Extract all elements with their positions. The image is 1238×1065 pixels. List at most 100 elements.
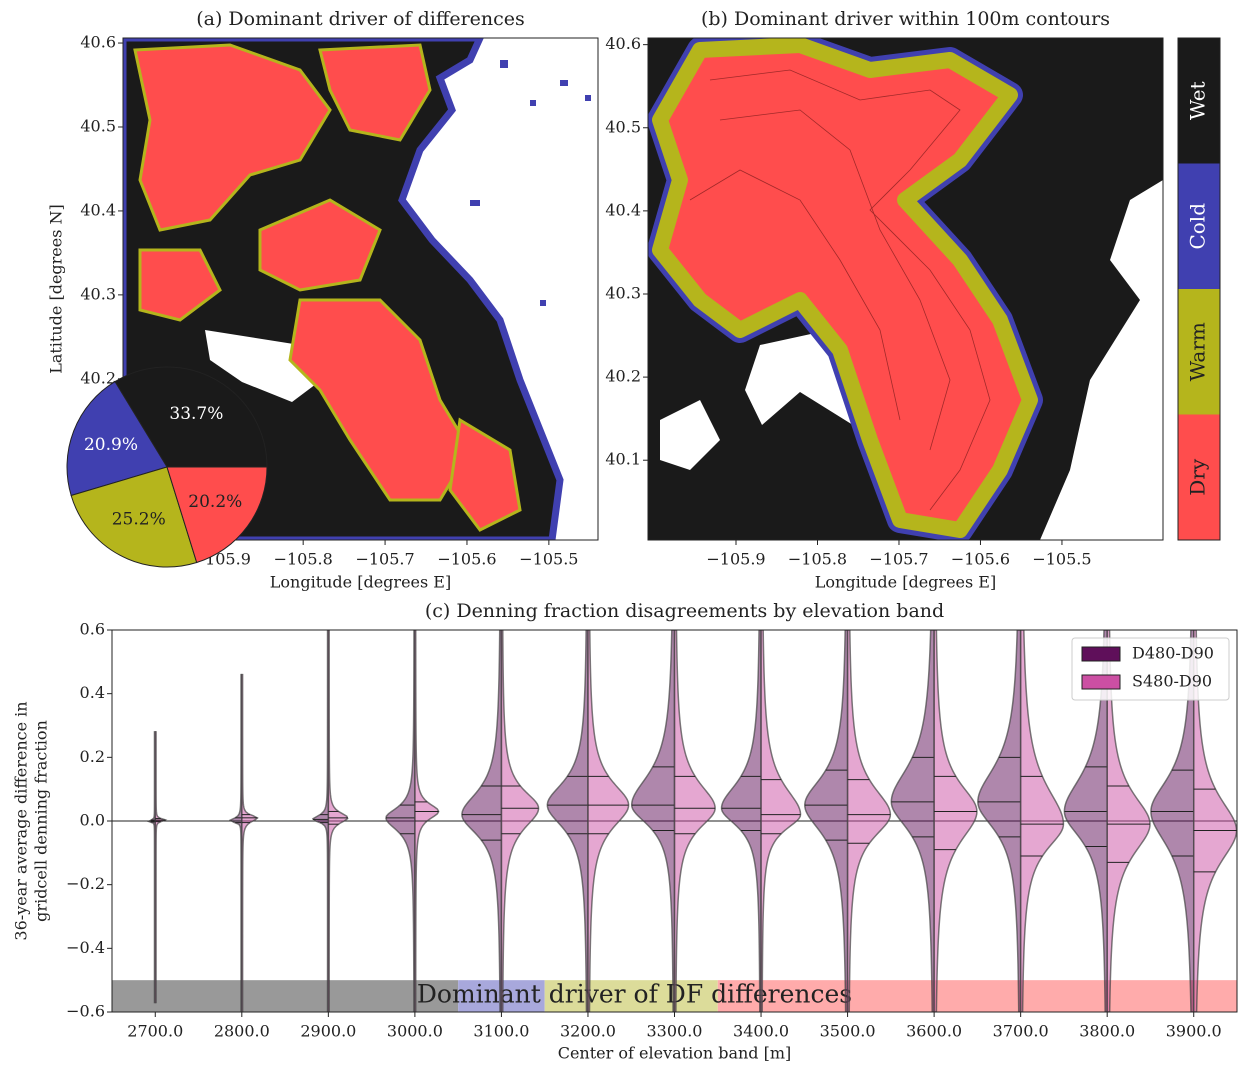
y-tick-label: 40.2	[605, 367, 641, 386]
x-tick-label: −105.9	[706, 550, 765, 569]
legend-label: S480-D90	[1132, 672, 1212, 691]
y-axis-label: gridcell denning fraction	[32, 720, 51, 922]
y-tick-label: 40.5	[605, 117, 641, 136]
y-tick-label: 40.2	[80, 368, 116, 387]
violin-half	[546, 630, 589, 1012]
colorbar-swatch	[1178, 289, 1220, 415]
map-title: (a) Dominant driver of differences	[196, 8, 525, 30]
x-tick-label: 2900.0	[300, 1022, 356, 1041]
pie-label: 33.7%	[169, 404, 223, 424]
y-tick-label: −0.4	[66, 938, 105, 957]
x-axis-label: Longitude [degrees E]	[815, 573, 996, 592]
violin-half	[630, 630, 676, 1012]
x-tick-label: 3300.0	[647, 1022, 703, 1041]
y-tick-label: 40.3	[605, 283, 641, 302]
violin-half	[673, 630, 716, 1012]
x-tick-label: −105.5	[519, 550, 578, 569]
colorbar-label: Dry	[1186, 458, 1210, 496]
pie-slice	[114, 366, 268, 468]
x-tick-label: −105.6	[951, 550, 1010, 569]
y-tick-label: 40.3	[80, 284, 116, 303]
colorbar-swatch	[1178, 163, 1220, 289]
pie-slice	[66, 380, 168, 497]
x-tick-label: 2800.0	[214, 1022, 270, 1041]
y-tick-label: −0.2	[66, 874, 105, 893]
y-tick-label: 0.4	[80, 683, 105, 702]
y-tick-label: 40.5	[80, 116, 116, 135]
x-tick-label: 3000.0	[387, 1022, 443, 1041]
x-tick-label: −105.7	[355, 550, 414, 569]
colorbar-label: Wet	[1186, 81, 1210, 120]
violin-half	[890, 630, 935, 1012]
colorbar-label: Cold	[1186, 203, 1210, 250]
y-tick-label: 40.6	[605, 34, 641, 53]
colorbar-swatch	[1178, 38, 1220, 164]
y-tick-label: 40.4	[80, 200, 116, 219]
map-title: (b) Dominant driver within 100m contours	[701, 8, 1110, 30]
violin-half	[587, 630, 630, 1012]
violin-half	[933, 630, 978, 1012]
x-axis-label: Center of elevation band [m]	[558, 1044, 792, 1063]
legend-swatch	[1081, 674, 1121, 690]
violin-half	[804, 630, 849, 1012]
x-tick-label: 3400.0	[733, 1022, 789, 1041]
map-b-image	[648, 38, 1163, 540]
legend-label: D480-D90	[1132, 644, 1214, 663]
x-tick-label: 3100.0	[473, 1022, 529, 1041]
violin-half	[311, 630, 330, 1012]
violin-half	[720, 630, 762, 1012]
y-tick-label: 40.4	[605, 200, 641, 219]
y-tick-label: −0.6	[66, 1002, 105, 1021]
x-tick-label: 3700.0	[993, 1022, 1049, 1041]
driver-band	[112, 980, 459, 1012]
x-tick-label: −105.8	[788, 550, 847, 569]
band-text: Dominant driver of DF differences	[417, 980, 852, 1009]
chart-title: (c) Denning fraction disagreements by el…	[425, 600, 944, 622]
violin-half	[1019, 630, 1065, 1012]
colorbar-label: Warm	[1186, 322, 1210, 381]
violin-half	[327, 630, 349, 1012]
axes-frame	[647, 37, 1164, 541]
y-axis-label: Latitude [degrees N]	[47, 204, 66, 374]
violin-half	[385, 630, 416, 1012]
x-tick-label: 3900.0	[1166, 1022, 1222, 1041]
violin-half	[977, 630, 1022, 1012]
x-tick-label: 3800.0	[1079, 1022, 1135, 1041]
x-tick-label: −105.5	[1032, 550, 1091, 569]
x-tick-label: 3500.0	[820, 1022, 876, 1041]
violin-half	[461, 630, 503, 1012]
violin-half	[500, 630, 540, 1012]
pie-slice	[70, 466, 198, 568]
axes-frame	[122, 37, 599, 541]
y-tick-label: 40.1	[605, 450, 641, 469]
pie-label: 20.9%	[84, 435, 138, 455]
pie-label: 25.2%	[112, 509, 166, 529]
violin-half	[154, 731, 168, 1004]
violin-half	[760, 630, 802, 1012]
y-tick-label: 40.6	[80, 33, 116, 52]
x-tick-label: 2700.0	[127, 1022, 183, 1041]
violin-half	[241, 673, 259, 1012]
pie-slice	[166, 466, 268, 564]
x-tick-label: 3600.0	[906, 1022, 962, 1041]
x-tick-label: −105.7	[869, 550, 928, 569]
x-tick-label: 3200.0	[560, 1022, 616, 1041]
violin-half	[846, 630, 892, 1012]
plot-area: Dominant driver of DF differences	[112, 630, 1237, 1012]
colorbar-swatch	[1178, 414, 1220, 540]
y-tick-label: 0.2	[80, 747, 105, 766]
x-tick-label: −105.8	[274, 550, 333, 569]
y-tick-label: 0.6	[80, 620, 105, 639]
violin-half	[147, 731, 157, 1004]
axes-frame	[111, 629, 1238, 1013]
y-tick-label: 0.0	[80, 811, 105, 830]
driver-band	[544, 980, 718, 1012]
legend-swatch	[1081, 646, 1121, 662]
y-axis-label: 36-year average difference in	[12, 701, 31, 940]
violin-half	[228, 673, 243, 1012]
driver-band	[717, 980, 1237, 1012]
x-tick-label: −105.6	[437, 550, 496, 569]
pie-label: 20.2%	[188, 492, 242, 512]
x-axis-label: Longitude [degrees E]	[270, 573, 451, 592]
